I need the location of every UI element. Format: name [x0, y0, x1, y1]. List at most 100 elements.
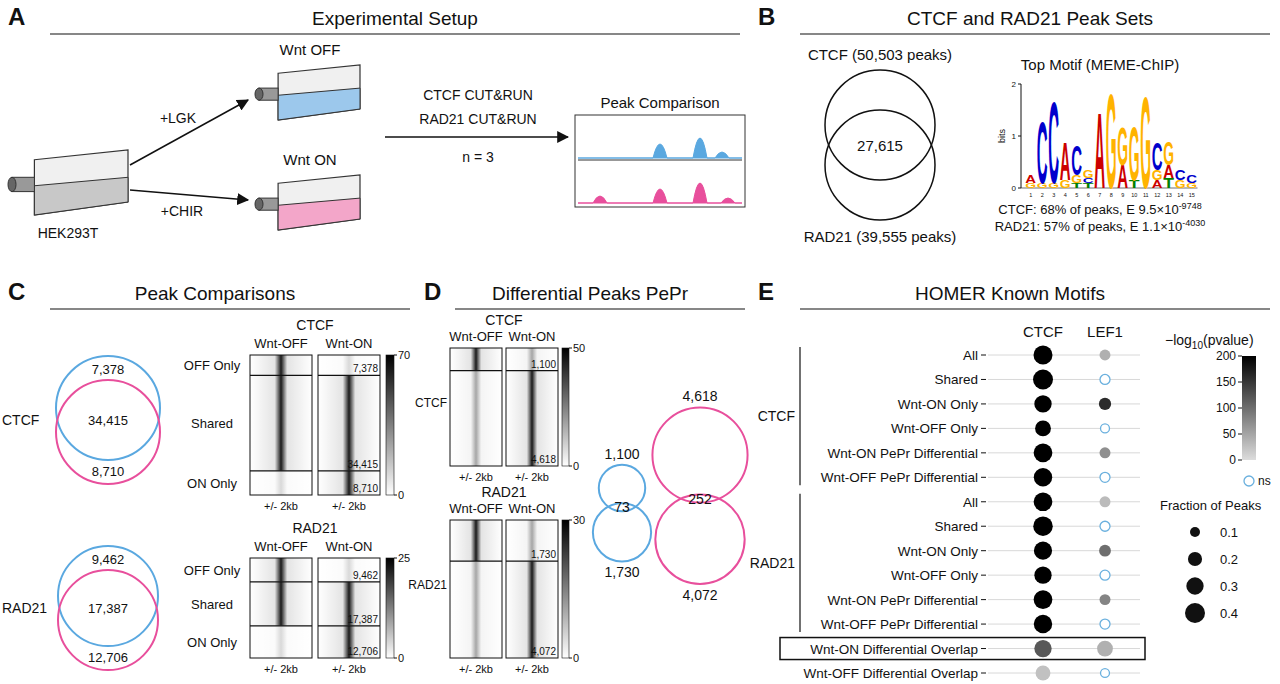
- set-label: CTCF: [2, 412, 39, 428]
- heatmap-section: [318, 355, 380, 375]
- venn-circle: [56, 380, 160, 484]
- motif-letter: C: [1152, 134, 1163, 178]
- motif-letter: C: [1037, 105, 1048, 201]
- legend-label: 0.4: [1220, 606, 1238, 621]
- heatmap-section: [318, 582, 380, 626]
- dot: [1034, 492, 1053, 511]
- heatmap-section: [506, 561, 558, 658]
- heatmap-frame: [250, 355, 312, 495]
- venn-count: 252: [688, 491, 712, 507]
- row-label: Wnt-ON PePr Differential: [827, 593, 978, 608]
- heatmap-title: CTCF: [485, 312, 522, 328]
- heatmap-divider: [318, 375, 380, 376]
- legend-label: 0.2: [1220, 552, 1238, 567]
- heatmap-bg: [450, 348, 502, 371]
- stat-text: CTCF: 68% of peaks, E 9.5×10: [998, 202, 1178, 217]
- heatmap-section: [250, 626, 312, 658]
- legend-title-part: −log: [1165, 332, 1192, 348]
- track: [578, 183, 742, 203]
- tick-label: 0: [398, 652, 404, 664]
- heatmap-section: [318, 626, 380, 658]
- track-box: [575, 115, 745, 207]
- tick: [1018, 188, 1021, 189]
- tick-label: 6: [1087, 192, 1090, 198]
- heatmap-frame: [250, 558, 312, 658]
- row-guide: [988, 452, 1140, 453]
- dot: [1035, 420, 1051, 436]
- label: HEK293T: [38, 225, 99, 241]
- dot: [1034, 395, 1051, 412]
- dot: [1100, 496, 1111, 507]
- tick-label: 12: [1154, 192, 1160, 198]
- row-label: Wnt-ON Differential Overlap: [810, 642, 978, 657]
- tick: [981, 428, 986, 429]
- heatmap-section: [450, 348, 502, 371]
- legend-label: 0.1: [1220, 525, 1238, 540]
- venn-circle: [58, 546, 158, 646]
- venn-circle: [655, 495, 744, 584]
- label: n = 3: [462, 149, 494, 165]
- tick-label: 200: [1216, 349, 1236, 363]
- condition-label: Wnt-ON: [509, 501, 556, 516]
- row-label: Wnt-ON Only: [898, 544, 979, 559]
- count-label: 12,706: [347, 646, 378, 657]
- row-guide: [988, 624, 1140, 625]
- heatmap-frame: [318, 355, 380, 495]
- panel-title: CTCF and RAD21 Peak Sets: [907, 8, 1153, 29]
- flask-body: [34, 150, 128, 215]
- motif-letter: A: [1094, 90, 1105, 210]
- title-rule: [800, 33, 1270, 34]
- axis-label: +/- 2kb: [459, 471, 493, 483]
- flask-condition: [255, 65, 360, 120]
- label: 27,615: [857, 137, 903, 154]
- stat-text: RAD21: 57% of peaks, E 1.1×10: [995, 219, 1183, 234]
- motif-letter: G: [1106, 67, 1117, 216]
- flask-body: [278, 175, 360, 230]
- set-label: RAD21: [2, 600, 47, 616]
- condition-label: Wnt-OFF: [254, 539, 307, 554]
- dot: [1100, 374, 1110, 384]
- dot: [1100, 447, 1111, 458]
- heatmap-bg: [250, 355, 312, 375]
- heatmap-title: CTCF: [296, 317, 333, 333]
- tick: [569, 658, 572, 659]
- tick: [981, 501, 986, 502]
- tick-label: 30: [573, 514, 585, 526]
- condition-label: Wnt-ON: [509, 329, 556, 344]
- motif-letter: G: [1117, 115, 1128, 175]
- heatmap-section: [450, 561, 502, 658]
- flask-liquid: [278, 198, 360, 230]
- heatmap-bg: [506, 561, 558, 658]
- axis-label: bits: [997, 129, 1007, 144]
- tick: [981, 379, 986, 380]
- heatmap-section: [250, 558, 312, 582]
- dot: [1034, 443, 1053, 462]
- tick: [394, 658, 397, 659]
- row-guide: [988, 550, 1140, 551]
- motif-letter: C: [1071, 136, 1082, 184]
- dot: [1036, 666, 1051, 681]
- axis-label: +/- 2kb: [264, 500, 298, 512]
- label: +LGK: [160, 110, 197, 126]
- dot: [1034, 615, 1052, 633]
- panel-title: Differential Peaks PePr: [492, 283, 689, 304]
- tick-label: 0: [1229, 453, 1236, 467]
- size-key: [1188, 552, 1202, 566]
- dot: [1034, 542, 1052, 560]
- row-label: Wnt-OFF Only: [891, 421, 978, 436]
- motif-letter: C: [1186, 173, 1197, 185]
- condition-label: Wnt-ON: [326, 336, 373, 351]
- tick-label: 70: [398, 349, 410, 361]
- dot: [1034, 590, 1053, 609]
- axis-label: +/- 2kb: [515, 471, 549, 483]
- tick-label: 14: [1177, 192, 1183, 198]
- ns-key: [1244, 476, 1254, 486]
- heatmap-bg: [450, 371, 502, 466]
- tick: [981, 452, 986, 453]
- set-label: CTCF: [415, 396, 447, 410]
- row-label: Shared: [191, 416, 233, 431]
- venn-count: 7,378: [92, 362, 125, 377]
- venn-circle: [58, 570, 158, 670]
- axis-label: +/- 2kb: [332, 500, 366, 512]
- tick-label: 1: [1012, 132, 1017, 141]
